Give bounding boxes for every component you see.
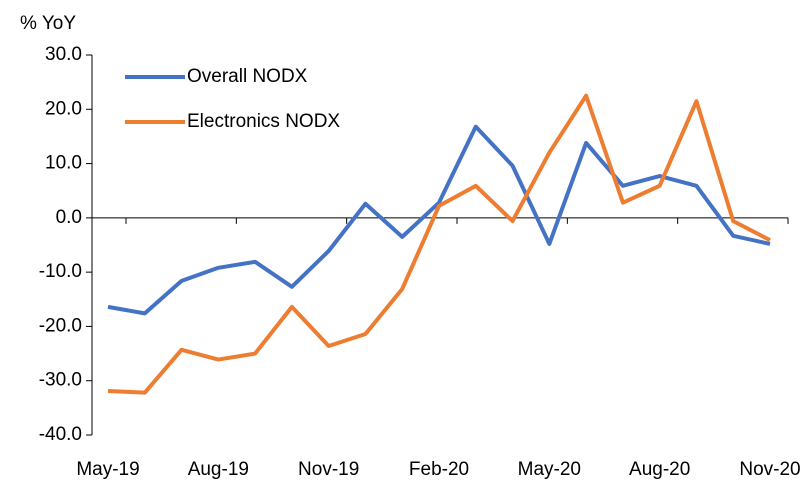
x-tick-label: Aug-20: [629, 459, 690, 480]
x-tick-label: May-19: [76, 459, 139, 480]
x-tick-label: Nov-19: [298, 459, 359, 480]
y-tick-label: -40.0: [39, 424, 82, 445]
x-tick-label: Nov-20: [739, 459, 800, 480]
y-tick-label: -30.0: [39, 370, 82, 391]
legend-label: Electronics NODX: [187, 111, 340, 132]
x-tick-label: Aug-19: [188, 459, 249, 480]
y-tick-label: -10.0: [39, 261, 82, 282]
line-series: [107, 93, 771, 395]
x-tick-label: May-20: [518, 459, 581, 480]
x-tick-label: Feb-20: [409, 459, 469, 480]
y-tick-label: 0.0: [56, 207, 82, 228]
y-tick-label: 30.0: [45, 44, 82, 65]
y-tick-label: 20.0: [45, 98, 82, 119]
legend-label: Overall NODX: [187, 66, 308, 87]
line-series: [107, 124, 771, 316]
y-tick-label: -20.0: [39, 315, 82, 336]
y-tick-label: 10.0: [45, 153, 82, 174]
y-axis-label: % YoY: [20, 13, 76, 34]
